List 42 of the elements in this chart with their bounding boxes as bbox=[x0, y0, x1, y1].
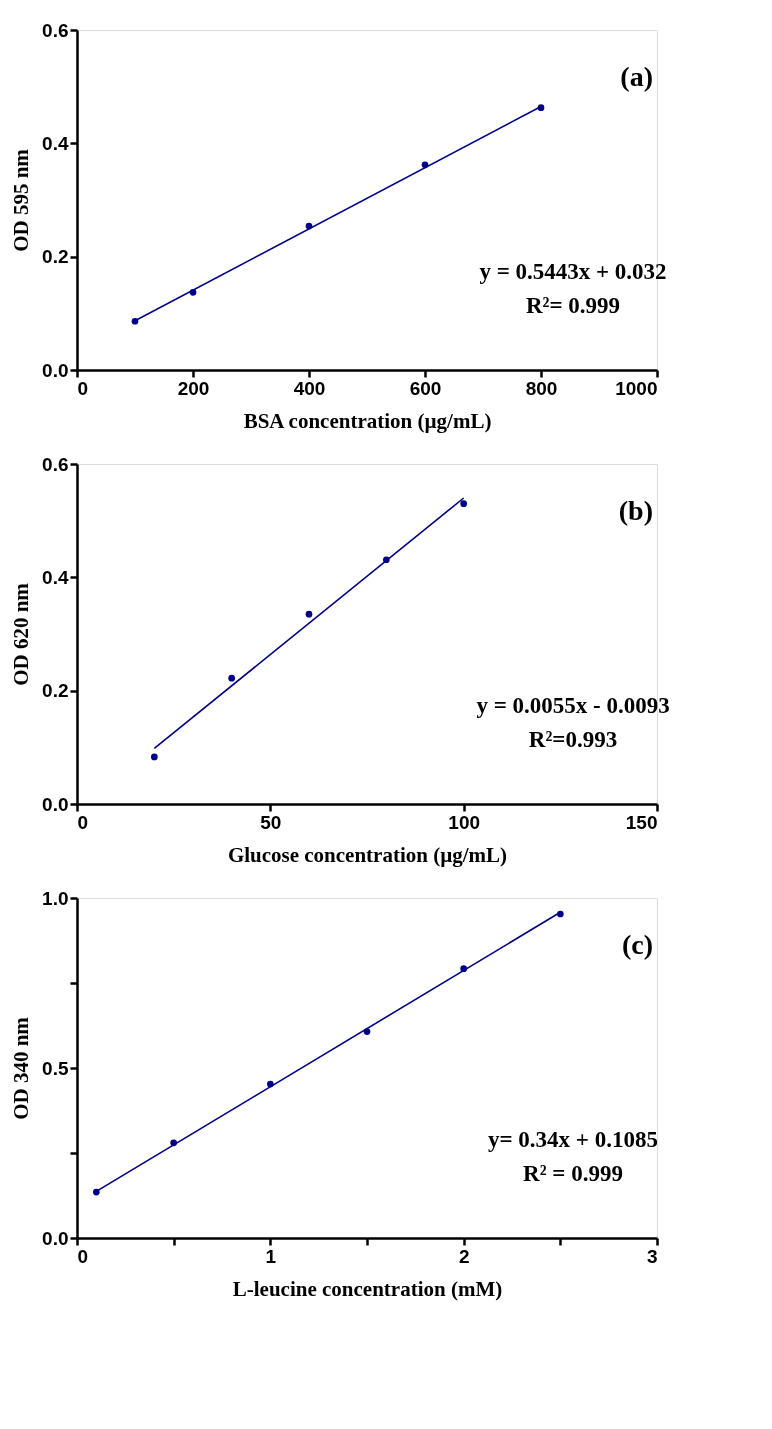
y-axis-title: OD 620 nm bbox=[9, 582, 34, 686]
y-tick-label: 0.5 bbox=[42, 1057, 69, 1079]
y-tick-label: 0.6 bbox=[42, 19, 69, 41]
y-tick-label: 0.0 bbox=[42, 359, 69, 381]
annotation: R²= 0.999 bbox=[525, 293, 621, 318]
annotation: y = 0.0055x - 0.0093 bbox=[476, 693, 670, 718]
x-tick-label: 150 bbox=[625, 811, 658, 833]
x-tick-label: 100 bbox=[448, 811, 481, 833]
y-tick-label: 0.2 bbox=[42, 246, 69, 268]
point bbox=[131, 317, 139, 325]
x-tick-label: 400 bbox=[293, 377, 326, 399]
x-axis-title: BSA concentration (µg/mL) bbox=[243, 408, 492, 433]
y-axis-title: OD 595 nm bbox=[9, 148, 34, 252]
x-axis-title: Glucose concentration (µg/mL) bbox=[227, 842, 508, 867]
x-tick-label: 200 bbox=[177, 377, 210, 399]
point bbox=[537, 104, 545, 111]
x-tick-label: 0 bbox=[77, 811, 89, 833]
x-tick-label: 1000 bbox=[615, 377, 658, 399]
annotation: (a) bbox=[620, 61, 653, 92]
x-tick-label: 0 bbox=[77, 377, 89, 399]
y-tick-label: 1.0 bbox=[42, 887, 69, 909]
y-tick-label: 0.4 bbox=[42, 566, 69, 588]
y-tick-label: 0.4 bbox=[42, 132, 69, 154]
y-axis-title: OD 340 nm bbox=[9, 1016, 34, 1120]
annotation: (c) bbox=[621, 929, 653, 960]
x-tick-label: 0 bbox=[77, 1245, 89, 1267]
x-tick-label: 1 bbox=[265, 1245, 277, 1267]
annotation: R² = 0.999 bbox=[523, 1161, 623, 1186]
x-tick-label: 50 bbox=[260, 811, 282, 833]
x-tick-label: 3 bbox=[646, 1245, 658, 1267]
y-tick-label: 0.2 bbox=[42, 680, 69, 702]
annotation: y= 0.34x + 0.1085 bbox=[488, 1127, 658, 1152]
x-axis-title: L-leucine concentration (mM) bbox=[232, 1276, 503, 1301]
x-tick-label: 800 bbox=[525, 377, 558, 399]
x-tick-label: 2 bbox=[458, 1245, 470, 1267]
annotation: R²=0.993 bbox=[528, 727, 618, 752]
y-tick-label: 0.0 bbox=[42, 1227, 69, 1249]
annotation: (b) bbox=[618, 495, 653, 526]
x-tick-label: 600 bbox=[409, 377, 442, 399]
y-tick-label: 0.6 bbox=[42, 453, 69, 475]
y-tick-label: 0.0 bbox=[42, 793, 69, 815]
annotation: y = 0.5443x + 0.032 bbox=[479, 259, 667, 284]
